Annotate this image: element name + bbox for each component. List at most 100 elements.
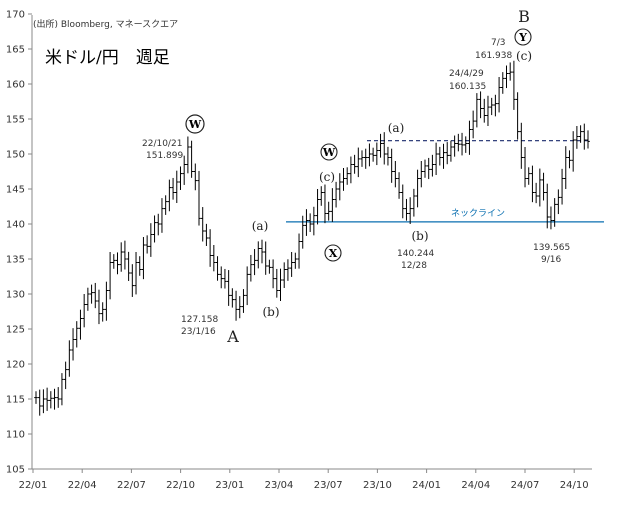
ohlc-bar: [208, 229, 212, 267]
chart-title: 米ドル/円 週足: [45, 48, 170, 68]
ohlc-bar: [149, 223, 153, 257]
sep-2024-price: 139.565: [533, 243, 570, 253]
y-tick-label: 165: [6, 45, 25, 56]
ohlc-bar: [526, 167, 531, 185]
ohlc-bar: [141, 237, 146, 280]
wave-c-sub-1: (c): [319, 170, 335, 184]
ohlc-bar: [367, 143, 372, 167]
y-tick-label: 155: [6, 115, 25, 126]
ohlc-bar: [134, 252, 138, 295]
ohlc-bar: [337, 173, 342, 201]
ohlc-bar: [363, 148, 368, 169]
ohlc-bar: [308, 213, 312, 232]
wave-w-circle-2: [320, 143, 338, 161]
ohlc-bar: [452, 135, 457, 157]
ohlc-bar: [178, 166, 183, 190]
y-tick-label: 105: [6, 465, 25, 476]
ohlc-bar: [56, 387, 61, 408]
ohlc-bar: [267, 259, 272, 274]
ohlc-bar: [315, 189, 320, 225]
ohlc-bar: [200, 207, 205, 242]
x-tick-label: 24/01: [412, 480, 441, 491]
ohlc-bar: [515, 92, 520, 140]
ohlc-bar: [34, 391, 38, 404]
ohlc-bar: [438, 146, 442, 166]
ohlc-bar: [249, 254, 253, 282]
ohlc-bar: [345, 167, 349, 185]
ohlc-bar: [297, 233, 301, 269]
ohlc-bar: [78, 309, 83, 340]
ohlc-bar: [493, 94, 498, 117]
ohlc-bar: [74, 321, 79, 348]
ohlc-bar: [156, 213, 161, 236]
ohlc-bar: [97, 289, 101, 325]
ohlc-bar: [245, 266, 249, 306]
ohlc-bar: [523, 147, 527, 188]
x-tick-label: 23/07: [314, 480, 343, 491]
ohlc-bar: [586, 130, 590, 149]
ohlc-bar: [212, 245, 216, 272]
ohlc-bar: [108, 252, 112, 300]
ohlc-bar: [71, 328, 75, 361]
ohlc-bar: [441, 143, 446, 169]
wave-b-sub-2: (b): [411, 229, 428, 243]
ohlc-bar: [575, 126, 579, 149]
wave-b-sub-1: (b): [262, 305, 279, 319]
ohlc-bar: [460, 132, 464, 156]
ohlc-bar: [334, 181, 338, 208]
ohlc-bar: [571, 131, 575, 172]
ohlc-bar: [382, 132, 387, 165]
ohlc-bar: [563, 146, 568, 189]
x-tick-label: 24/07: [511, 480, 540, 491]
x-tick-label: 23/01: [215, 480, 244, 491]
y-tick-label: 135: [6, 255, 25, 266]
y-tick-label: 160: [6, 80, 25, 91]
ohlc-bar: [456, 133, 461, 152]
ohlc-bar: [52, 388, 57, 410]
ohlc-bar: [378, 133, 383, 158]
ohlc-bars: [34, 60, 590, 416]
ohlc-bar: [556, 189, 561, 215]
ohlc-bar: [252, 249, 257, 276]
ohlc-bar: [86, 287, 90, 311]
ohlc-bar: [541, 172, 546, 201]
wave-x-label: X: [329, 247, 338, 260]
ohlc-bar: [326, 201, 331, 221]
neckline-label: ネックライン: [451, 208, 505, 219]
ohlc-bar: [171, 177, 175, 200]
ohlc-bar: [578, 125, 583, 143]
ohlc-bar: [471, 110, 475, 139]
ohlc-bar: [193, 163, 198, 191]
ohlc-bar: [356, 147, 361, 178]
ohlc-bar: [497, 77, 501, 113]
ohlc-bar: [60, 373, 64, 406]
ohlc-bar: [430, 154, 435, 177]
sep-2024-date: 9/16: [541, 255, 561, 265]
ohlc-bar: [260, 239, 264, 264]
ohlc-bar: [271, 259, 275, 289]
ohlc-bar: [360, 150, 364, 167]
ohlc-bar: [412, 188, 416, 217]
x-tick-label: 22/10: [166, 480, 195, 491]
y-tick-label: 125: [6, 325, 25, 336]
ohlc-bar: [237, 296, 242, 319]
ohlc-bar: [486, 95, 490, 126]
y-tick-label: 140: [6, 220, 25, 231]
ohlc-bar: [386, 146, 390, 166]
ohlc-bar: [45, 387, 49, 411]
ohlc-bar: [100, 302, 105, 322]
ohlc-bar: [219, 266, 224, 289]
ohlc-bar: [289, 252, 294, 277]
source-note: (出所) Bloomberg, マネースクエア: [33, 18, 178, 30]
ohlc-bar: [263, 241, 268, 275]
y-tick-label: 150: [6, 150, 25, 161]
x-tick-label: 23/04: [265, 480, 294, 491]
ohlc-bar: [63, 361, 68, 390]
y-tick-label: 145: [6, 185, 25, 196]
peak-2024-date: 7/3: [491, 38, 505, 48]
ohlc-bar: [508, 62, 513, 81]
ohlc-bar: [145, 235, 149, 254]
ohlc-bar: [489, 97, 494, 116]
ohlc-bar: [408, 197, 412, 224]
ohlc-bar: [445, 142, 450, 165]
